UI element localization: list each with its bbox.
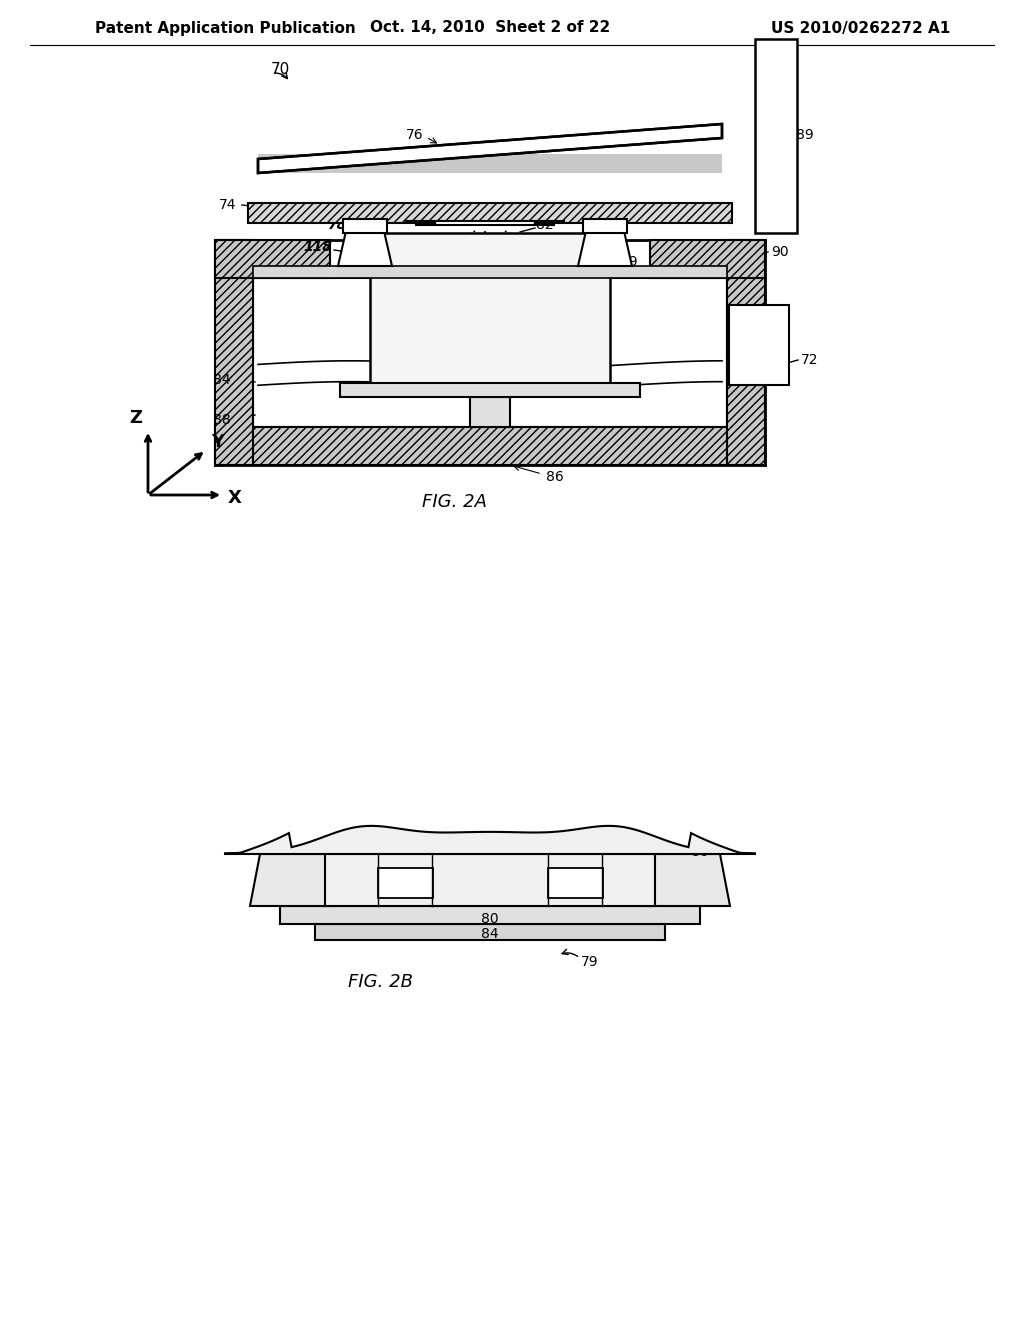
Text: 89: 89 xyxy=(796,128,814,143)
Text: 78: 78 xyxy=(329,218,347,232)
Text: 78: 78 xyxy=(400,857,420,871)
Text: Patent Application Publication: Patent Application Publication xyxy=(95,21,355,36)
Text: 88: 88 xyxy=(213,413,230,426)
Bar xyxy=(729,305,790,385)
Polygon shape xyxy=(258,124,722,173)
Bar xyxy=(315,924,665,940)
Polygon shape xyxy=(338,231,392,267)
Text: 79: 79 xyxy=(622,255,639,269)
Text: FIG. 2B: FIG. 2B xyxy=(347,973,413,991)
Text: 75: 75 xyxy=(407,886,424,900)
Text: 84: 84 xyxy=(481,927,499,941)
Text: 90: 90 xyxy=(771,246,788,259)
Polygon shape xyxy=(250,854,335,906)
Polygon shape xyxy=(406,220,565,224)
Text: 90: 90 xyxy=(691,845,709,859)
Bar xyxy=(470,397,510,426)
Bar xyxy=(215,240,253,465)
Text: 86: 86 xyxy=(546,470,564,484)
Bar xyxy=(343,219,387,234)
Text: 118: 118 xyxy=(303,240,333,253)
Text: Y: Y xyxy=(211,433,224,451)
Bar xyxy=(280,906,700,924)
Polygon shape xyxy=(225,826,755,854)
Bar xyxy=(583,219,627,234)
Bar xyxy=(548,869,603,898)
Bar xyxy=(378,869,433,898)
Bar xyxy=(258,154,722,173)
Bar xyxy=(727,240,765,465)
Bar xyxy=(215,240,330,279)
Text: 84: 84 xyxy=(213,374,230,387)
Polygon shape xyxy=(645,854,730,906)
Text: 82: 82 xyxy=(586,857,604,871)
Text: Z: Z xyxy=(130,409,142,426)
Text: X: X xyxy=(228,488,242,507)
Text: 74: 74 xyxy=(219,198,237,213)
Polygon shape xyxy=(578,231,632,267)
Text: 80: 80 xyxy=(481,912,499,927)
Text: 72: 72 xyxy=(801,352,819,367)
Text: Oct. 14, 2010  Sheet 2 of 22: Oct. 14, 2010 Sheet 2 of 22 xyxy=(370,21,610,36)
Bar xyxy=(215,426,765,465)
Bar xyxy=(650,240,765,279)
Bar xyxy=(370,234,610,383)
Bar xyxy=(325,854,655,906)
Text: 79: 79 xyxy=(582,954,599,969)
Text: 92: 92 xyxy=(311,838,329,851)
Text: FIG. 2A: FIG. 2A xyxy=(423,492,487,511)
Bar xyxy=(253,240,727,426)
Bar xyxy=(755,40,797,234)
Text: 77: 77 xyxy=(381,876,398,890)
Text: 82: 82 xyxy=(537,218,554,232)
Text: 70: 70 xyxy=(270,62,290,78)
Text: US 2010/0262272 A1: US 2010/0262272 A1 xyxy=(771,21,950,36)
Bar xyxy=(248,203,732,223)
Text: 76: 76 xyxy=(407,128,424,143)
Bar xyxy=(253,267,727,279)
Bar xyxy=(340,383,640,397)
